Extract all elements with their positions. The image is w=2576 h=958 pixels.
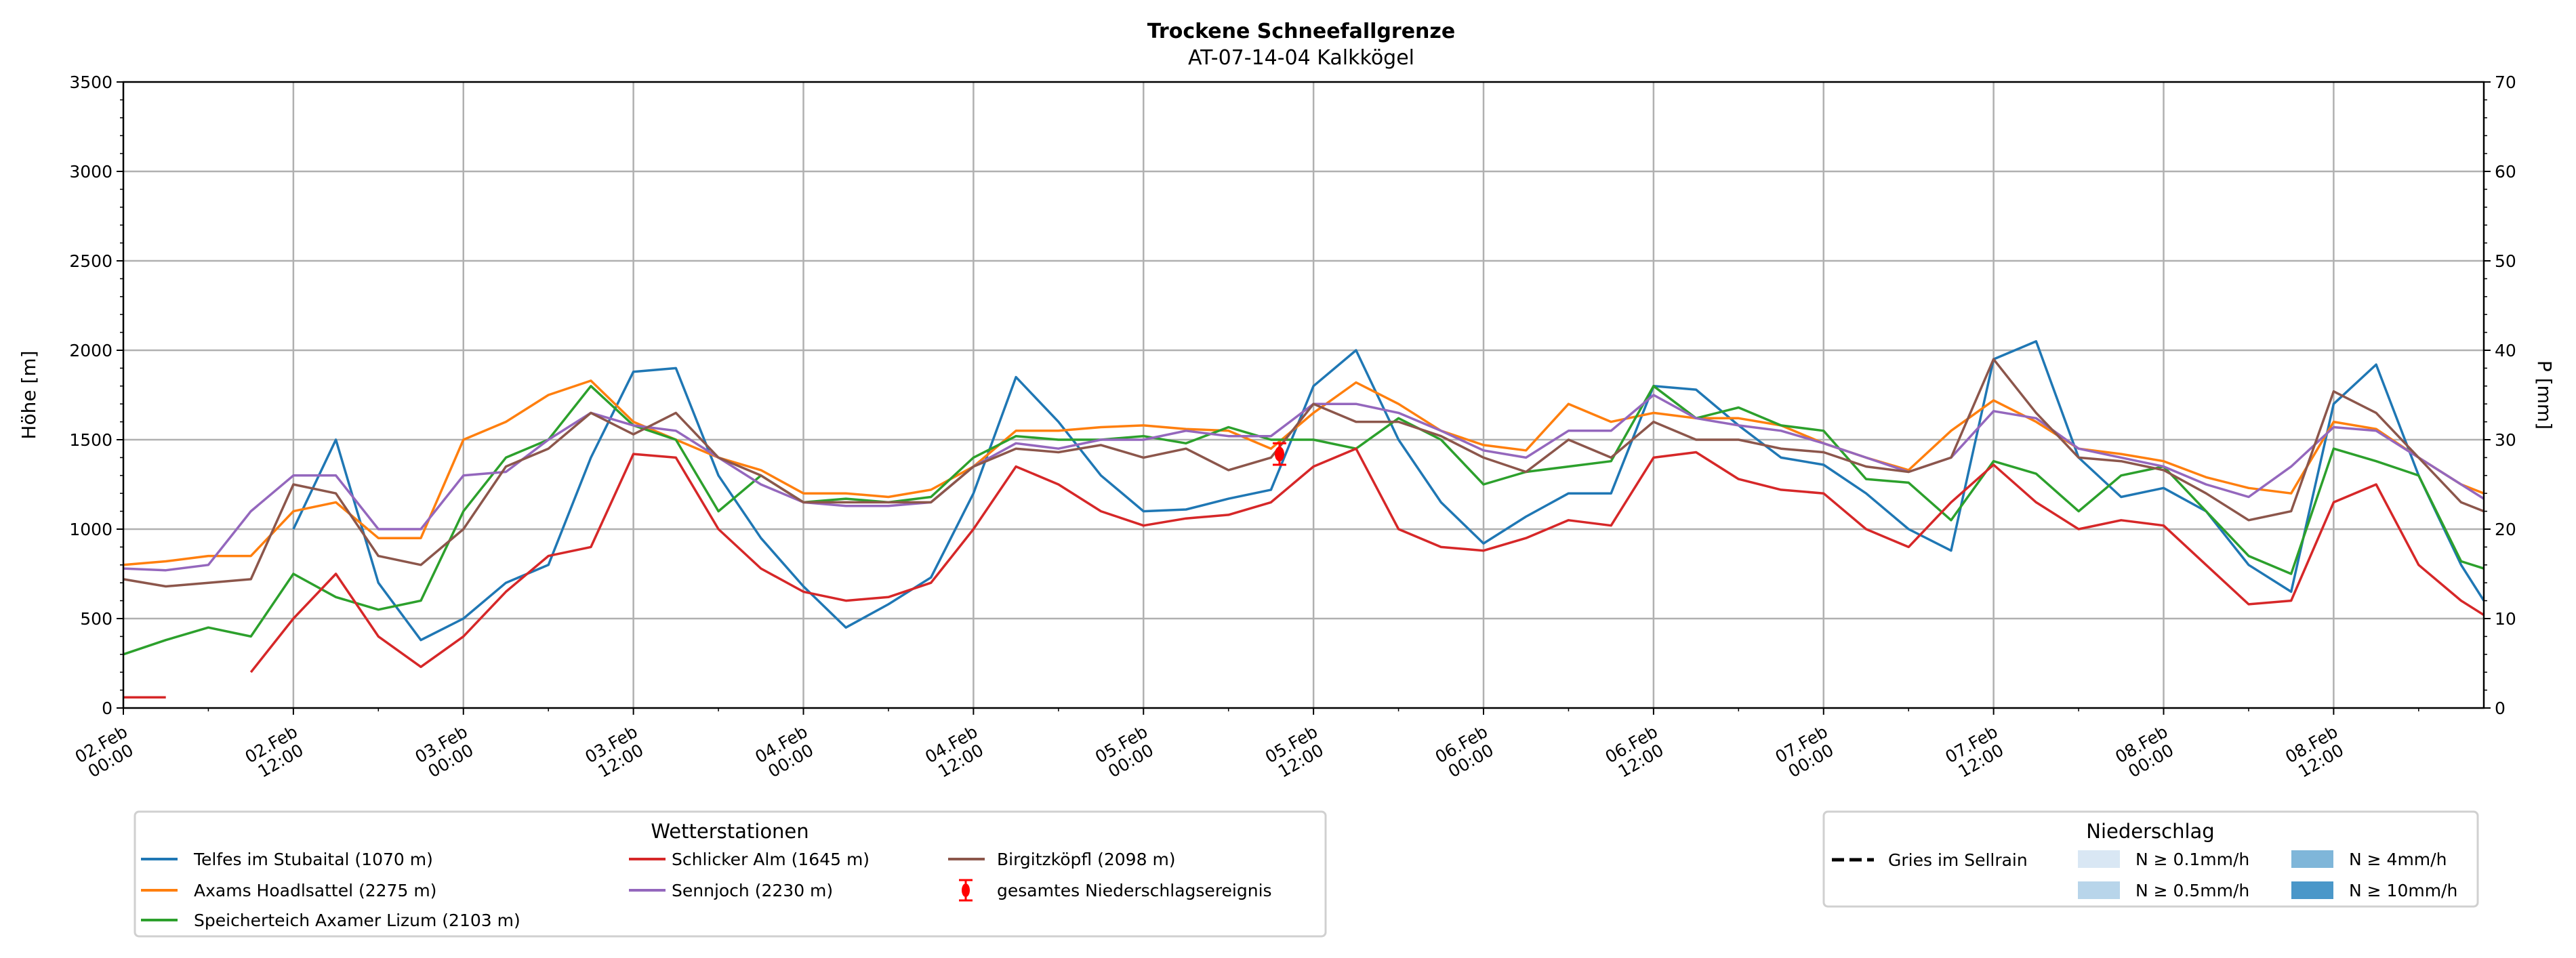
y-right-tick-label: 70 [2495,72,2516,92]
x-tick-label: 05.Feb12:00 [1262,722,1330,783]
x-tick-label: 02.Feb12:00 [242,722,310,783]
legend-patch-label: N ≥ 4mm/h [2349,850,2447,869]
legend-entry-label: Schlicker Alm (1645 m) [672,850,870,869]
x-tick-label: 03.Feb12:00 [581,722,650,783]
legend-entry-label: Speicherteich Axamer Lizum (2103 m) [194,911,520,930]
x-tick-label: 08.Feb12:00 [2282,722,2350,783]
y-tick-label: 2000 [69,341,113,360]
x-tick-label: 07.Feb00:00 [1772,722,1840,783]
legend-precip: Niederschlag Gries im Sellrain N ≥ 0.1mm… [1822,810,2479,908]
y-tick-label: 3500 [69,72,113,92]
y-right-tick-label: 10 [2495,609,2516,629]
y-right-tick-label: 0 [2495,699,2506,718]
legend-entry-label: gesamtes Niederschlagsereignis [997,881,1272,900]
legend-stations: Wetterstationen Telfes im Stubaital (107… [134,810,1327,938]
chart-subtitle: AT-07-14-04 Kalkkögel [1188,46,1414,70]
y-right-tick-label: 20 [2495,520,2516,539]
chart-title: Trockene Schneefallgrenze [1147,20,1455,43]
x-tick-label: 07.Feb12:00 [1942,722,2010,783]
legend-patch-label: N ≥ 10mm/h [2349,881,2457,900]
x-tick-label: 05.Feb00:00 [1092,722,1160,783]
legend-patch [2078,850,2120,868]
legend-entry-label: Telfes im Stubaital (1070 m) [193,850,433,869]
legend-entry-label: Axams Hoadlsattel (2275 m) [194,881,436,900]
legend-event-icon [959,879,973,902]
legend-point [962,883,970,897]
x-tick-label: 06.Feb12:00 [1602,722,1671,783]
y-right-tick-label: 50 [2495,251,2516,271]
y-tick-label: 2500 [69,251,113,271]
legend-patch [2078,881,2120,899]
y-tick-label: 3000 [69,162,113,182]
legend-stations-title: Wetterstationen [651,820,809,843]
y-right-tick-label: 60 [2495,162,2516,182]
legend-entry-label: Birgitzköpfl (2098 m) [997,850,1176,869]
legend-patch-label: N ≥ 0.1mm/h [2135,850,2249,869]
series-line-3 [123,385,2485,656]
legend-patch [2291,881,2333,899]
series-line-1 [292,340,2485,642]
y-tick-label: 1500 [69,430,113,450]
series-line-2 [123,379,2485,566]
x-tick-label: 04.Feb00:00 [752,722,820,783]
precip-event-marker [1272,442,1286,466]
x-tick-label: 06.Feb00:00 [1432,722,1500,783]
legend-line-label: Gries im Sellrain [1888,850,2028,870]
legend-entry-label: Sennjoch (2230 m) [672,881,833,900]
y-tick-label: 0 [102,699,113,718]
plot-frame [122,81,2485,709]
axes: 0 500 1000 1500 2000 2500 3000 3500 0 10 20 30 40 50 6… [69,72,2516,783]
y-tick-label: 500 [80,609,113,629]
y-right-tick-label: 40 [2495,341,2516,360]
x-tick-label: 04.Feb12:00 [922,722,990,783]
y-axis-right-label: P [mm] [2533,360,2556,430]
y-tick-label: 1000 [69,520,113,539]
legend-precip-title: Niederschlag [2086,820,2214,843]
x-tick-label: 03.Feb00:00 [411,722,480,783]
series-lines [123,340,2485,699]
event-point [1274,446,1284,462]
grid [123,82,2484,708]
y-axis-label: Höhe [m] [18,350,40,439]
legend-patch-label: N ≥ 0.5mm/h [2135,881,2249,900]
y-right-tick-label: 30 [2495,430,2516,450]
series-line-4 [123,447,2485,699]
series-line-6 [123,358,2485,588]
x-tick-label: 08.Feb00:00 [2112,722,2180,783]
x-tick-label: 02.Feb00:00 [72,722,140,783]
legend-patch [2291,850,2333,868]
